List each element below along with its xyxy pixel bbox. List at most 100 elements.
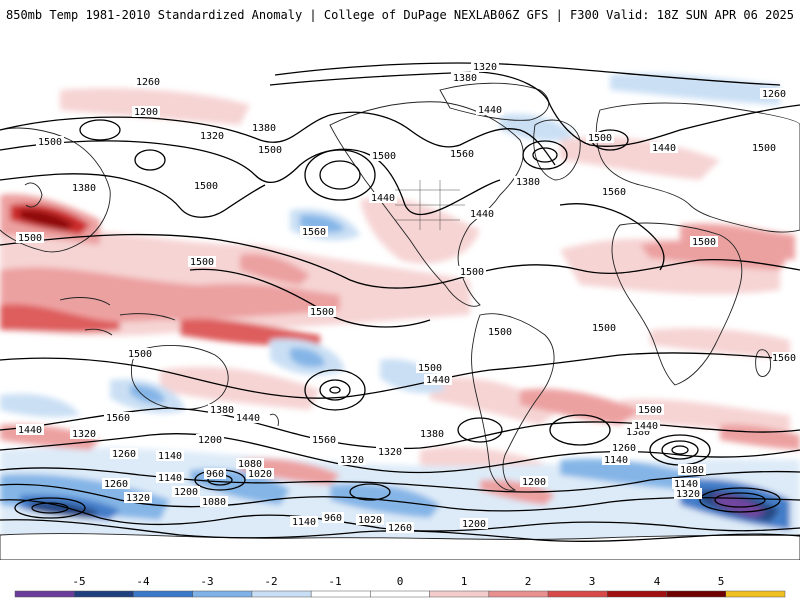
colorbar-swatch xyxy=(133,590,193,598)
contour-label: 1260 xyxy=(134,76,162,88)
svg-text:1260: 1260 xyxy=(612,443,636,454)
svg-text:1500: 1500 xyxy=(258,145,282,156)
colorbar-tick: -1 xyxy=(328,575,341,588)
contour-label: 1500 xyxy=(690,236,718,248)
svg-text:1560: 1560 xyxy=(106,413,130,424)
contour-label: 1380 xyxy=(250,122,278,134)
contour-label: 1440 xyxy=(424,374,452,386)
contour-label: 1020 xyxy=(356,514,384,526)
contour-label: 1200 xyxy=(196,434,224,446)
contour-label: 1080 xyxy=(200,496,228,508)
colorbar-tick: 3 xyxy=(589,575,596,588)
svg-text:1500: 1500 xyxy=(38,137,62,148)
svg-text:1380: 1380 xyxy=(516,177,540,188)
contour-label: 1020 xyxy=(246,468,274,480)
svg-text:1500: 1500 xyxy=(460,267,484,278)
svg-text:1320: 1320 xyxy=(200,131,224,142)
colorbar-swatches xyxy=(14,590,786,598)
svg-text:1440: 1440 xyxy=(371,193,395,204)
svg-text:1200: 1200 xyxy=(198,435,222,446)
svg-text:1020: 1020 xyxy=(248,469,272,480)
colorbar-swatch xyxy=(370,590,430,598)
colorbar-swatch xyxy=(251,590,312,598)
colorbar-swatch xyxy=(725,590,786,598)
colorbar-tick: -4 xyxy=(136,575,150,588)
svg-text:1140: 1140 xyxy=(604,455,628,466)
colorbar-tick: -2 xyxy=(264,575,277,588)
contour-label: 1200 xyxy=(520,476,548,488)
svg-text:1140: 1140 xyxy=(292,517,316,528)
svg-text:1380: 1380 xyxy=(626,427,650,438)
svg-text:1500: 1500 xyxy=(18,233,42,244)
contour-label: 1440 xyxy=(369,192,397,204)
svg-text:1260: 1260 xyxy=(762,89,786,100)
svg-text:1560: 1560 xyxy=(772,353,796,364)
svg-text:1560: 1560 xyxy=(312,435,336,446)
contour-label: 1500 xyxy=(486,326,514,338)
contour-label: 1320 xyxy=(198,130,226,142)
contour-label: 1320 xyxy=(338,454,366,466)
contour-label: 1320 xyxy=(124,492,152,504)
svg-text:960: 960 xyxy=(206,469,224,480)
contour-label: 1380 xyxy=(624,426,652,438)
svg-text:1200: 1200 xyxy=(522,477,546,488)
contour-label: 1500 xyxy=(458,266,486,278)
svg-text:1500: 1500 xyxy=(418,363,442,374)
svg-text:1080: 1080 xyxy=(238,459,262,470)
contour-label: 1380 xyxy=(70,182,98,194)
colorbar-tick: -5 xyxy=(72,575,85,588)
contour-label: 1560 xyxy=(600,186,628,198)
contour-label: 1260 xyxy=(760,88,788,100)
svg-text:1560: 1560 xyxy=(302,227,326,238)
svg-text:1200: 1200 xyxy=(174,487,198,498)
contour-label: 1080 xyxy=(678,464,706,476)
contour-label: 1500 xyxy=(590,322,618,334)
colorbar-svg: -5 -4 -3 -2 -1 0 1 2 3 4 5 xyxy=(14,575,786,598)
svg-text:1140: 1140 xyxy=(158,473,182,484)
contour-label: 1260 xyxy=(610,442,638,454)
contour-label: 960 xyxy=(322,512,344,524)
contour-label: 1560 xyxy=(772,352,800,364)
contour-label: 1140 xyxy=(290,516,318,528)
svg-text:1320: 1320 xyxy=(378,447,402,458)
contour-label: 1500 xyxy=(370,150,398,162)
colorbar-tick: 4 xyxy=(654,575,661,588)
svg-text:1200: 1200 xyxy=(134,107,158,118)
svg-text:1500: 1500 xyxy=(752,143,776,154)
svg-text:1140: 1140 xyxy=(158,451,182,462)
svg-text:1320: 1320 xyxy=(340,455,364,466)
colorbar-swatch xyxy=(666,590,727,598)
contour-label: 1560 xyxy=(104,412,132,424)
contour-label: 1320 xyxy=(376,446,404,458)
svg-text:1500: 1500 xyxy=(190,257,214,268)
anomaly-map: 1320 1380 1260 1200 1320 1380 1500 1440 … xyxy=(0,30,800,560)
contour-label: 1320 xyxy=(674,488,702,500)
colorbar-tick: -3 xyxy=(200,575,213,588)
svg-text:1500: 1500 xyxy=(638,405,662,416)
contour-label: 1500 xyxy=(36,136,64,148)
svg-text:1560: 1560 xyxy=(450,149,474,160)
svg-text:1440: 1440 xyxy=(18,425,42,436)
svg-text:1140: 1140 xyxy=(674,479,698,490)
svg-text:1440: 1440 xyxy=(634,421,658,432)
svg-text:1260: 1260 xyxy=(136,77,160,88)
svg-text:1080: 1080 xyxy=(202,497,226,508)
contour-label: 1320 xyxy=(471,61,499,73)
contour-label: 1380 xyxy=(514,176,542,188)
svg-text:1200: 1200 xyxy=(462,519,486,530)
contour-label: 1260 xyxy=(110,448,138,460)
svg-text:1500: 1500 xyxy=(372,151,396,162)
svg-text:1440: 1440 xyxy=(426,375,450,386)
contour-label: 1260 xyxy=(102,478,130,490)
colorbar-swatch xyxy=(192,590,253,598)
svg-text:1500: 1500 xyxy=(128,349,152,360)
svg-text:1320: 1320 xyxy=(72,429,96,440)
contour-label: 1560 xyxy=(448,148,476,160)
contour-label: 1140 xyxy=(156,472,184,484)
svg-text:1260: 1260 xyxy=(388,523,412,534)
contour-label: 1500 xyxy=(192,180,220,192)
svg-text:1260: 1260 xyxy=(104,479,128,490)
contour-label: 1440 xyxy=(16,424,44,436)
contour-label: 1500 xyxy=(636,404,664,416)
contour-label: 1500 xyxy=(256,144,284,156)
